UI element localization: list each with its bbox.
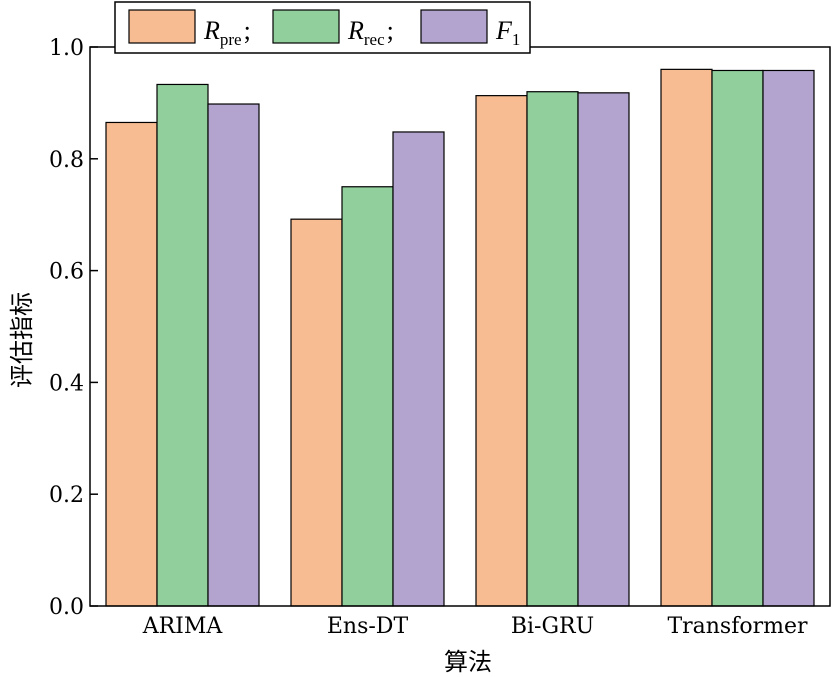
legend-swatch-1	[272, 9, 340, 44]
y-tick-label-3: 0.6	[49, 260, 84, 285]
bar-bi-gru-f-1	[577, 92, 630, 607]
legend-swatch-0	[128, 9, 196, 44]
bar-arima-r-rec	[156, 83, 209, 607]
legend: Rpre; Rrec; F1	[114, 1, 531, 54]
x-axis-title: 算法	[444, 648, 492, 676]
y-tick-label-5: 1.0	[49, 36, 84, 61]
x-tick-label-2: Bi-GRU	[511, 614, 594, 639]
y-tick-label-2: 0.4	[49, 371, 84, 396]
bar-bi-gru-r-pre	[475, 95, 528, 607]
bar-arima-f-1	[207, 103, 260, 607]
legend-label-0: Rpre;	[203, 16, 251, 49]
y-axis-title: 评估指标	[8, 292, 36, 388]
bar-ens-dt-r-pre	[290, 218, 343, 607]
bar-ens-dt-r-rec	[341, 186, 394, 607]
x-tick-label-0: ARIMA	[142, 614, 224, 639]
y-tick-label-0: 0.0	[49, 595, 84, 620]
legend-label-2: F1	[495, 16, 520, 49]
bar-bi-gru-r-rec	[526, 91, 579, 607]
bar-transformer-f-1	[762, 69, 815, 607]
axis-ticks	[90, 46, 98, 607]
tick-labels: 0.0 0.2 0.4 0.6 0.8 1.0 ARIMA Ens-DT Bi-GRU Trans…	[49, 36, 808, 639]
bar-transformer-r-pre	[660, 68, 713, 607]
x-tick-label-3: Transformer	[667, 614, 808, 639]
y-tick-label-1: 0.2	[49, 483, 84, 508]
legend-label-1: Rrec;	[347, 16, 394, 49]
x-tick-label-1: Ens-DT	[327, 614, 409, 639]
bar-transformer-r-rec	[711, 69, 764, 607]
y-tick-label-4: 0.8	[49, 148, 84, 173]
bar-ens-dt-f-1	[392, 131, 445, 607]
legend-swatch-2	[420, 9, 488, 44]
bars	[105, 68, 815, 607]
bar-arima-r-pre	[105, 121, 158, 607]
